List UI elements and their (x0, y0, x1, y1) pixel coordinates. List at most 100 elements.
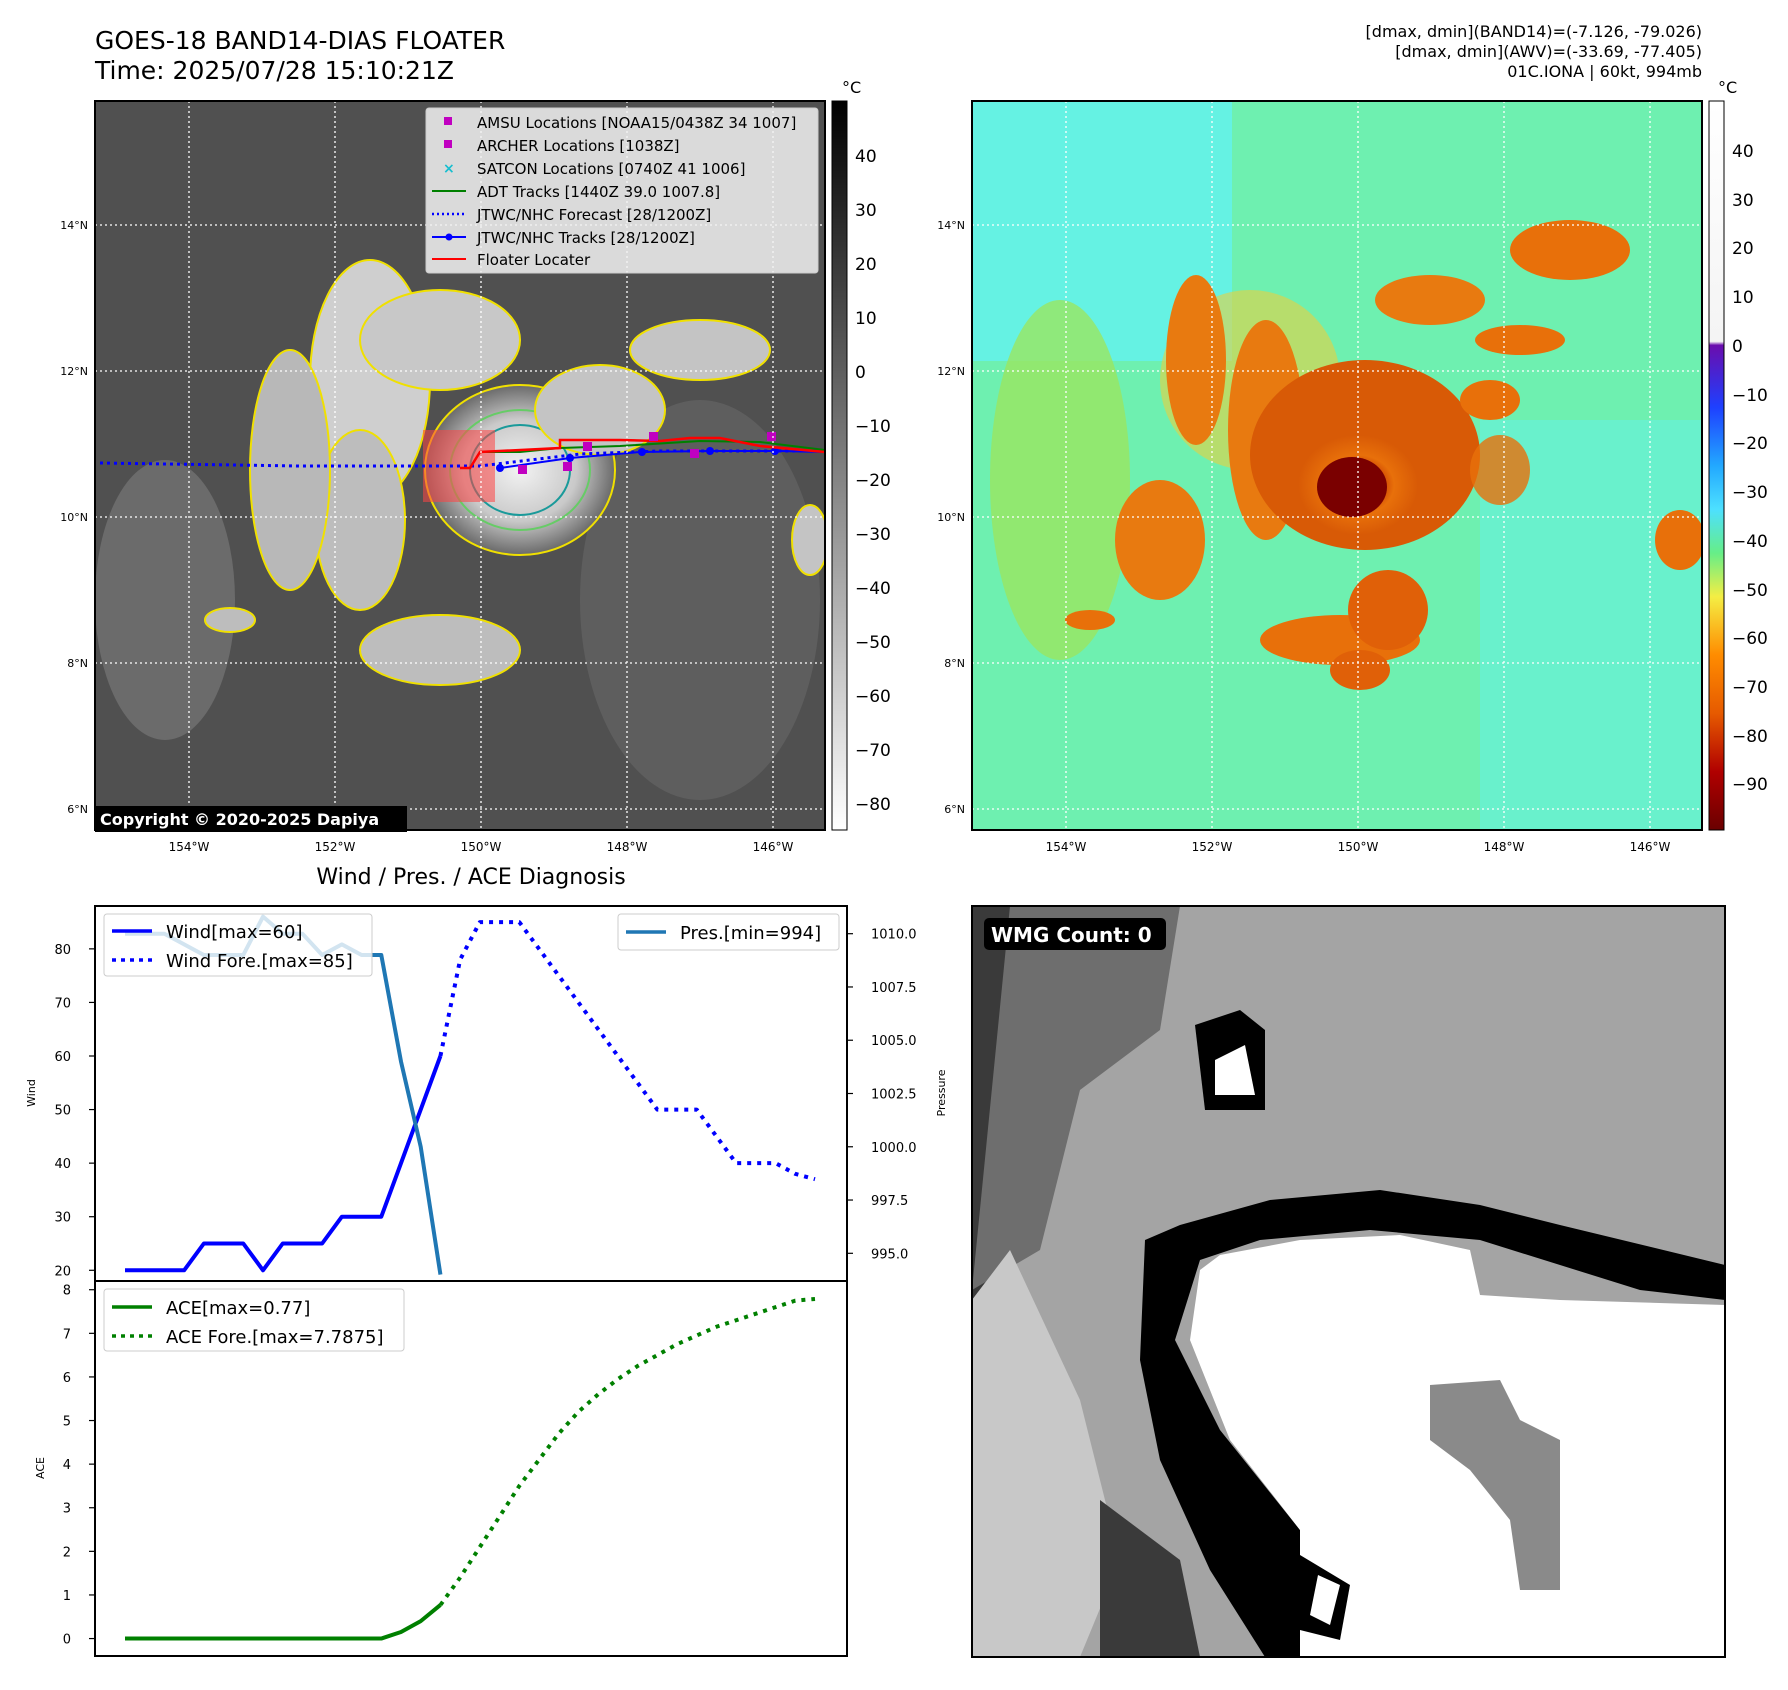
wind-tick-label: 80 (54, 943, 71, 958)
wind-tick-label: 60 (54, 1050, 71, 1065)
copyright-text: Copyright © 2020-2025 Dapiya (100, 810, 379, 829)
wmg-frame (971, 905, 1726, 1658)
enhanced-map-gridlines (972, 101, 1702, 830)
svg-text:0: 0 (1732, 337, 1743, 357)
enhanced-map-lon-ticks: 154°W 152°W 150°W 148°W 146°W (1046, 840, 1671, 854)
jtwc-track-points (496, 447, 779, 472)
svg-text:−90: −90 (1732, 775, 1768, 795)
page-title: GOES-18 BAND14-DIAS FLOATER (95, 26, 506, 55)
info-band14: [dmax, dmin](BAND14)=(-7.126, -79.026) (1365, 22, 1702, 41)
svg-text:154°W: 154°W (169, 840, 210, 854)
wmg-classification-field (972, 906, 1725, 1657)
wmg-count-text: WMG Count: 0 (991, 923, 1152, 947)
pressure-tick-label: 1002.5 (871, 1088, 917, 1103)
ir-map-lat-ticks: 14°N 12°N 10°N 8°N 6°N (60, 219, 88, 816)
legend-forecast-label: JTWC/NHC Forecast [28/1200Z] (476, 206, 711, 224)
wind-axis-label: Wind (25, 1079, 38, 1107)
ace-series-line-0 (125, 1603, 442, 1641)
pressure-tick-label: 1007.5 (871, 981, 917, 996)
ir-cloud-field (95, 259, 825, 800)
ace-tick-label: 6 (63, 1371, 71, 1386)
svg-text:30: 30 (855, 201, 877, 221)
info-storm: 01C.IONA | 60kt, 994mb (1507, 62, 1702, 81)
svg-text:−50: −50 (855, 633, 891, 653)
svg-text:−80: −80 (1732, 727, 1768, 747)
svg-text:10: 10 (1732, 288, 1754, 308)
ir-map-panel: AMSU Locations [NOAA15/0438Z 34 1007] AR… (60, 78, 891, 854)
svg-text:0: 0 (855, 363, 866, 383)
amsu-archer-points (518, 432, 776, 474)
legend-adt-label: ADT Tracks [1440Z 39.0 1007.8] (477, 183, 720, 201)
legend-satcon-label: SATCON Locations [0740Z 41 1006] (477, 160, 745, 178)
svg-text:40: 40 (855, 147, 877, 167)
info-awv: [dmax, dmin](AWV)=(-33.69, -77.405) (1395, 42, 1702, 61)
svg-text:10°N: 10°N (60, 511, 88, 524)
ace-tick-label: 1 (63, 1589, 71, 1604)
pressure-tick-label: 1000.0 (871, 1141, 917, 1156)
enhanced-colorbar (1708, 100, 1725, 831)
ace-tick-label: 2 (63, 1545, 71, 1560)
legend-archer-label: ARCHER Locations [1038Z] (477, 137, 680, 155)
svg-text:146°W: 146°W (753, 840, 794, 854)
svg-text:−60: −60 (855, 687, 891, 707)
ir-map-legend: AMSU Locations [NOAA15/0438Z 34 1007] AR… (425, 107, 819, 274)
pressure-y-ticks: 1010.0 1007.5 1005.0 1002.5 1000.0 997.5 995.0 (847, 928, 917, 1262)
svg-text:−50: −50 (1732, 581, 1768, 601)
svg-text:12°N: 12°N (60, 365, 88, 378)
svg-text:−80: −80 (855, 795, 891, 815)
diag-title: Wind / Pres. / ACE Diagnosis (316, 865, 625, 890)
ace-axis-label: ACE (34, 1457, 47, 1479)
svg-text:14°N: 14°N (937, 219, 965, 232)
svg-text:−30: −30 (1732, 483, 1768, 503)
ir-map-frame (94, 100, 826, 831)
legend-track-label: JTWC/NHC Tracks [28/1200Z] (476, 229, 695, 247)
svg-text:−60: −60 (1732, 629, 1768, 649)
pressure-tick-label: 1005.0 (871, 1034, 917, 1049)
svg-text:−70: −70 (1732, 678, 1768, 698)
ir-colorbar-unit: °C (842, 78, 861, 97)
series-line-1 (438, 920, 816, 1182)
svg-text:8°N: 8°N (67, 657, 88, 670)
legend-ace-fore-label: ACE Fore.[max=7.7875] (166, 1327, 384, 1348)
wmg-count-badge (984, 918, 1166, 950)
svg-text:30: 30 (1732, 191, 1754, 211)
wind-tick-label: 20 (54, 1264, 71, 1279)
svg-text:−20: −20 (855, 471, 891, 491)
svg-text:8°N: 8°N (944, 657, 965, 670)
legend-ace-label: ACE[max=0.77] (166, 1298, 310, 1319)
ace-tick-label: 3 (63, 1502, 71, 1517)
svg-text:150°W: 150°W (461, 840, 502, 854)
pressure-tick-label: 995.0 (871, 1247, 908, 1262)
ir-colorbar (831, 100, 848, 831)
legend-wind-label: Wind[max=60] (166, 922, 303, 943)
ace-tick-label: 5 (63, 1415, 71, 1430)
svg-text:−10: −10 (1732, 386, 1768, 406)
pressure-axis-label: Pressure (935, 1069, 948, 1116)
legend-wind-fore-label: Wind Fore.[max=85] (166, 951, 353, 972)
legend-satcon-marker: × (443, 161, 455, 177)
ir-map-lon-ticks: 154°W 152°W 150°W 148°W 146°W (169, 840, 794, 854)
jtwc-track-line (499, 450, 826, 469)
ir-colorbar-ticks: 40 30 20 10 0 −10 −20 −30 −40 −50 −60 −7… (855, 147, 891, 815)
wind-y-ticks: 80 70 60 50 40 30 20 (54, 943, 95, 1279)
enhanced-map-lat-ticks: 14°N 12°N 10°N 8°N 6°N (937, 219, 965, 816)
svg-text:6°N: 6°N (944, 803, 965, 816)
svg-text:40: 40 (1732, 142, 1754, 162)
pres-legend: Pres.[min=994] (617, 913, 840, 951)
svg-text:−30: −30 (855, 525, 891, 545)
ace-tick-label: 0 (63, 1633, 71, 1648)
ace-y-ticks: 8 7 6 5 4 3 2 1 0 (63, 1284, 95, 1648)
legend-pres-label: Pres.[min=994] (680, 923, 821, 944)
svg-text:148°W: 148°W (607, 840, 648, 854)
ace-tick-label: 7 (63, 1327, 71, 1342)
svg-text:−10: −10 (855, 417, 891, 437)
wmg-panel: WMG Count: 0 (971, 905, 1726, 1658)
ace-tick-label: 8 (63, 1284, 71, 1299)
svg-text:6°N: 6°N (67, 803, 88, 816)
wind-tick-label: 50 (54, 1104, 71, 1119)
svg-text:12°N: 12°N (937, 365, 965, 378)
svg-text:20: 20 (1732, 239, 1754, 259)
enhanced-colorbar-unit: °C (1718, 78, 1737, 97)
enhanced-colorbar-ticks: 40 30 20 10 0 −10 −20 −30 −40 −50 −60 −7… (1732, 142, 1768, 795)
svg-text:148°W: 148°W (1484, 840, 1525, 854)
